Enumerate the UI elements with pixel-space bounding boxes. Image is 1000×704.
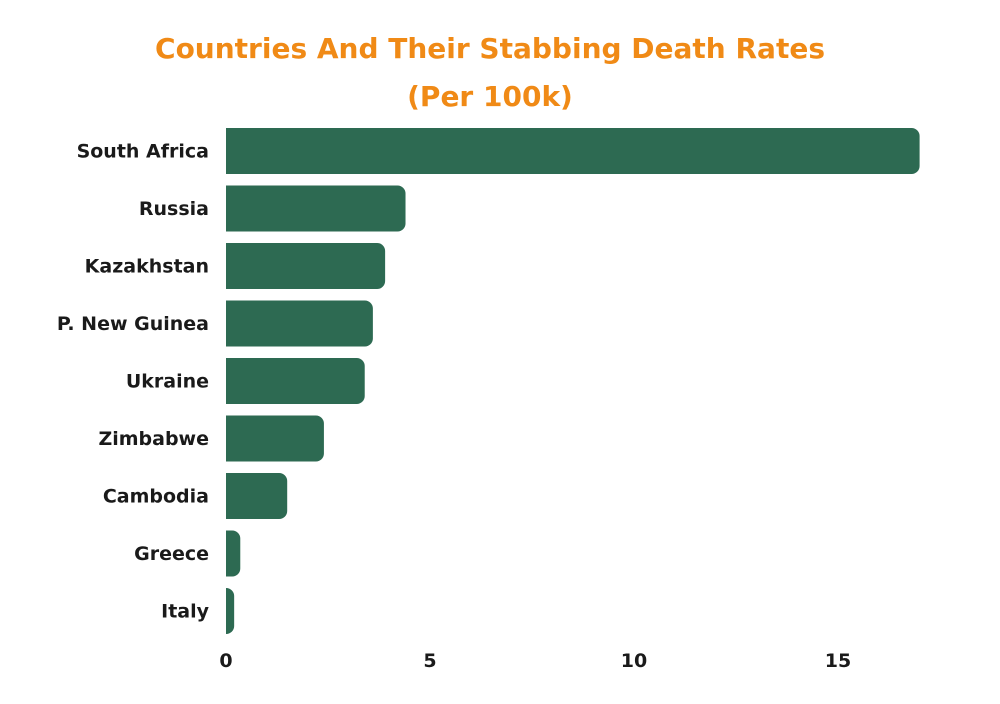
- x-tick-label: 15: [825, 650, 851, 672]
- category-label: Greece: [134, 543, 209, 565]
- category-label: Cambodia: [103, 486, 209, 508]
- bar-russia: [218, 185, 406, 232]
- bar-p-new-guinea: [218, 300, 373, 347]
- chart-subtitle: (Per 100k): [407, 80, 573, 113]
- bar-kazakhstan: [218, 243, 386, 289]
- category-label: Zimbabwe: [98, 428, 209, 450]
- x-axis-ticks-group: 0 5 10 15: [219, 650, 851, 672]
- x-tick-label: 0: [219, 650, 232, 672]
- category-label: Russia: [139, 198, 209, 220]
- category-label: Ukraine: [126, 371, 209, 393]
- bar-cambodia: [218, 473, 288, 519]
- category-labels-group: South Africa Russia Kazakhstan P. New Guine…: [57, 141, 210, 623]
- axis-edge-mask: [216, 110, 226, 650]
- x-tick-label: 10: [621, 650, 647, 672]
- category-label: Kazakhstan: [85, 256, 209, 278]
- category-label: P. New Guinea: [57, 313, 209, 335]
- bar-south-africa: [218, 128, 920, 174]
- bars-group: [216, 110, 920, 650]
- bar-ukraine: [218, 358, 365, 404]
- chart-title: Countries And Their Stabbing Death Rates: [155, 32, 825, 65]
- bar-zimbabwe: [218, 415, 324, 462]
- x-tick-label: 5: [423, 650, 436, 672]
- category-label: Italy: [161, 601, 209, 623]
- category-label: South Africa: [77, 141, 209, 163]
